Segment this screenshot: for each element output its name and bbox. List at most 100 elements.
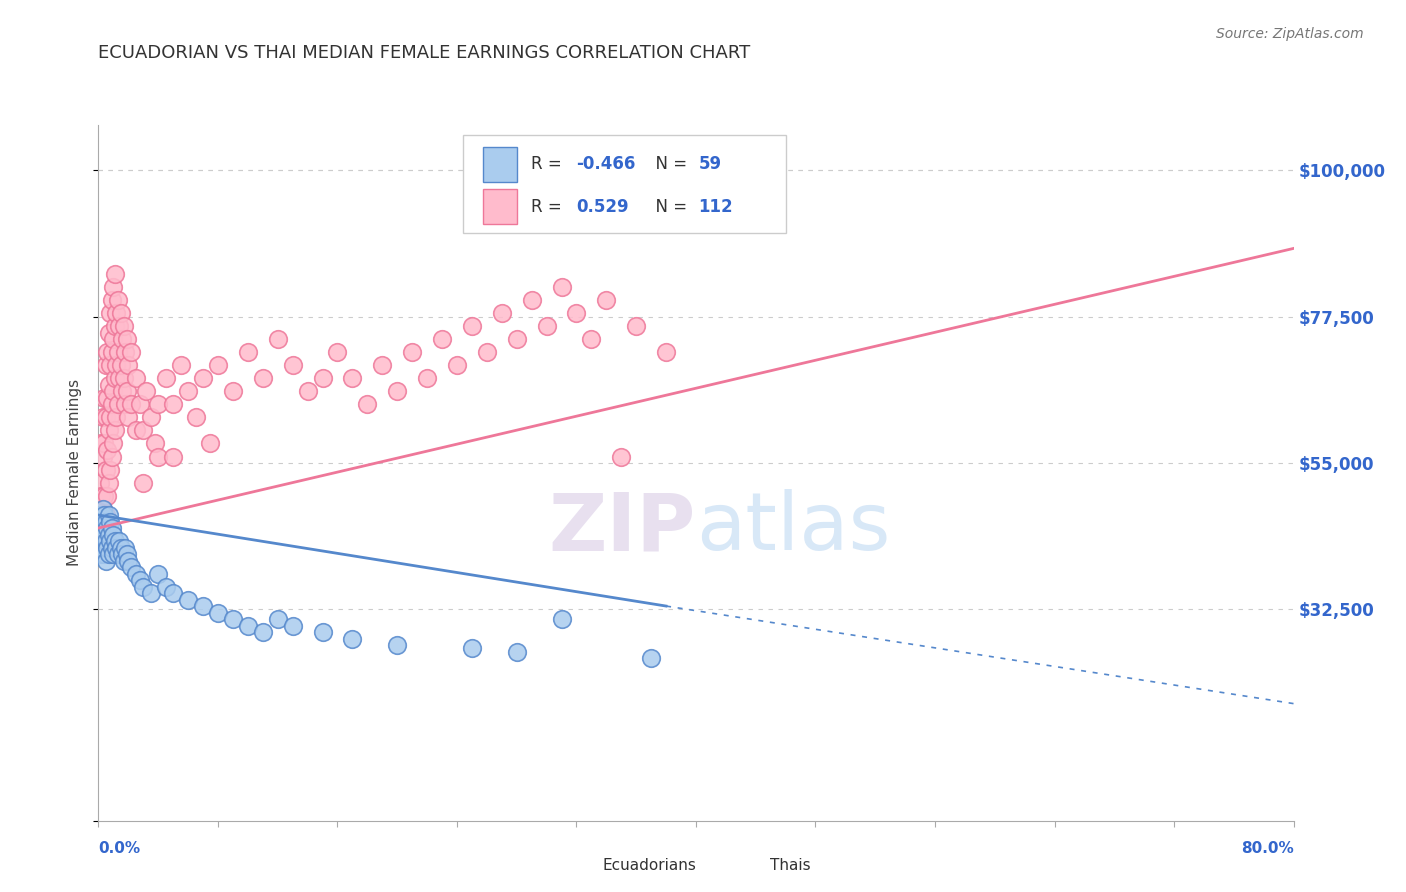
Point (281, 359, 304, 373)
Point (107, 547, 129, 561)
Point (430, 333, 453, 347)
Point (97, 547, 120, 561)
Point (191, 371, 214, 385)
Point (117, 410, 139, 425)
Point (114, 541, 136, 555)
Point (595, 293, 617, 308)
Point (520, 293, 543, 308)
Point (356, 397, 378, 411)
Point (107, 293, 129, 308)
Point (110, 541, 132, 555)
Point (200, 436, 222, 450)
Point (326, 345, 349, 359)
Text: Source: ZipAtlas.com: Source: ZipAtlas.com (1216, 27, 1364, 41)
Point (475, 345, 498, 359)
Point (108, 534, 131, 549)
Point (252, 625, 274, 640)
Point (148, 566, 170, 581)
Point (461, 641, 484, 656)
Point (110, 359, 132, 373)
Point (120, 345, 142, 359)
Point (103, 333, 125, 347)
Point (222, 384, 245, 399)
Point (97, 424, 120, 438)
Point (89, 527, 111, 541)
Point (89, 541, 111, 555)
Point (129, 573, 152, 587)
Text: ZIP: ZIP (548, 490, 696, 567)
Point (297, 384, 319, 399)
Point (112, 319, 135, 334)
Point (252, 371, 274, 385)
Point (100, 306, 122, 320)
Point (104, 319, 127, 334)
Point (108, 319, 131, 334)
Point (93, 391, 115, 405)
Point (385, 638, 409, 652)
Point (97, 508, 120, 522)
Point (103, 527, 125, 541)
Point (236, 618, 259, 632)
Point (191, 599, 214, 613)
Point (103, 384, 125, 399)
Text: Ecuadorians: Ecuadorians (603, 858, 696, 873)
Point (115, 333, 138, 347)
Point (267, 612, 290, 626)
Point (103, 547, 125, 561)
Point (90, 436, 112, 450)
Point (104, 534, 127, 549)
Text: 0.529: 0.529 (576, 198, 628, 216)
Point (93, 489, 115, 503)
Point (222, 612, 245, 626)
Text: R =: R = (531, 155, 567, 173)
Point (550, 612, 572, 626)
Point (96, 442, 118, 457)
Text: Thais: Thais (770, 858, 811, 873)
Point (120, 560, 142, 574)
Point (101, 293, 124, 308)
Point (89, 508, 111, 522)
Point (91, 501, 114, 516)
Point (94, 534, 117, 549)
Point (90, 527, 112, 541)
Point (162, 397, 184, 411)
Point (94, 553, 117, 567)
Point (115, 547, 138, 561)
Text: atlas: atlas (696, 490, 890, 567)
Point (461, 319, 484, 334)
Point (385, 384, 409, 399)
Point (148, 397, 170, 411)
Point (96, 391, 118, 405)
Point (100, 410, 122, 425)
Point (101, 345, 124, 359)
Point (91, 501, 114, 516)
Point (207, 359, 229, 373)
Point (626, 319, 648, 334)
Point (139, 410, 162, 425)
Point (96, 345, 118, 359)
Point (94, 359, 117, 373)
Point (120, 397, 142, 411)
Point (107, 397, 129, 411)
Point (96, 521, 118, 535)
Point (97, 326, 120, 340)
Point (111, 333, 134, 347)
Point (100, 359, 122, 373)
Point (101, 397, 124, 411)
Point (111, 547, 134, 561)
Point (640, 651, 662, 665)
Point (416, 371, 439, 385)
Text: 112: 112 (699, 198, 733, 216)
Point (581, 333, 603, 347)
Point (132, 475, 155, 490)
Point (446, 359, 468, 373)
Point (94, 515, 117, 529)
Point (371, 359, 394, 373)
Point (105, 541, 128, 555)
Point (108, 371, 131, 385)
Point (236, 345, 259, 359)
Point (311, 371, 333, 385)
Point (162, 586, 184, 600)
Point (135, 384, 157, 399)
Point (132, 580, 155, 594)
